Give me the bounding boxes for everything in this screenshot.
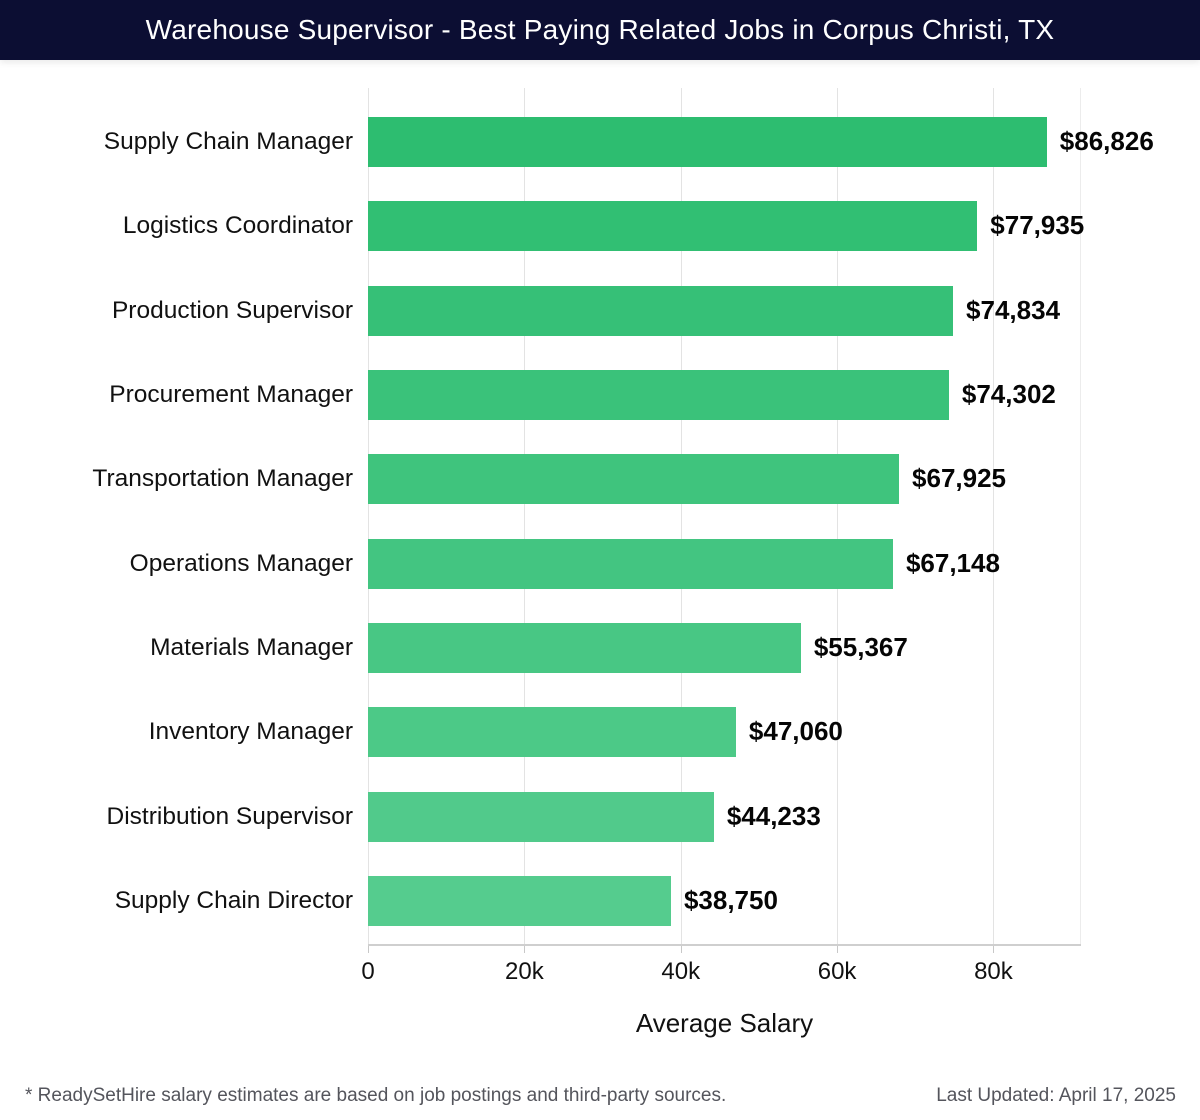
footer: * ReadySetHire salary estimates are base… bbox=[0, 1072, 1200, 1120]
x-axis-title: Average Salary bbox=[635, 1008, 814, 1038]
bar-track: $77,935 bbox=[368, 201, 1085, 252]
tick-mark-60k bbox=[837, 946, 839, 953]
category-label: Production Supervisor bbox=[111, 296, 353, 324]
bar-value-label: $74,302 bbox=[961, 379, 1056, 410]
bar-track: $55,367 bbox=[368, 623, 1081, 674]
bar bbox=[368, 623, 801, 674]
bar-track: $74,302 bbox=[368, 370, 1081, 421]
tick-mark-0 bbox=[368, 946, 369, 953]
bar-value-label: $86,826 bbox=[1059, 126, 1154, 157]
category-label: Supply Chain Director bbox=[114, 887, 353, 915]
bar-value-label: $38,750 bbox=[683, 884, 778, 915]
gridline-20k bbox=[524, 88, 526, 944]
tick-label-20k: 20k bbox=[505, 958, 544, 985]
bar bbox=[368, 707, 736, 758]
category-label: Inventory Manager bbox=[148, 718, 353, 746]
table-row: Operations Manager $67,148 bbox=[0, 522, 1200, 606]
table-row: Supply Chain Director $38,750 bbox=[0, 859, 1200, 943]
bar-track: $67,925 bbox=[368, 454, 1081, 505]
category-label: Supply Chain Manager bbox=[103, 128, 353, 156]
table-row: Materials Manager $55,367 bbox=[0, 606, 1200, 690]
category-label: Distribution Supervisor bbox=[106, 802, 353, 830]
bar-track: $44,233 bbox=[368, 791, 1081, 842]
category-label: Logistics Coordinator bbox=[122, 212, 353, 240]
gridline-60k bbox=[837, 88, 839, 944]
tick-label-0: 0 bbox=[361, 958, 375, 985]
x-axis-line bbox=[368, 944, 1081, 946]
category-label: Materials Manager bbox=[150, 634, 353, 662]
title-bar: Warehouse Supervisor - Best Paying Relat… bbox=[0, 0, 1200, 60]
category-label: Operations Manager bbox=[129, 549, 353, 577]
category-label: Transportation Manager bbox=[92, 465, 353, 493]
table-row: Supply Chain Manager $86,826 bbox=[0, 100, 1200, 184]
bar-track: $47,060 bbox=[368, 707, 1081, 758]
bar bbox=[368, 201, 978, 252]
bar bbox=[368, 538, 893, 589]
bar-track: $67,148 bbox=[368, 538, 1081, 589]
gridline-80k bbox=[993, 88, 995, 944]
tick-label-60k: 60k bbox=[817, 958, 857, 985]
bar-value-label: $67,925 bbox=[912, 463, 1007, 494]
bar bbox=[368, 370, 949, 421]
bar-value-label: $44,233 bbox=[726, 800, 821, 831]
table-row: Distribution Supervisor $44,233 bbox=[0, 775, 1200, 859]
bar-track: $86,826 bbox=[368, 117, 1154, 168]
bar bbox=[368, 454, 900, 505]
footer-last-updated: Last Updated: April 17, 2025 bbox=[936, 1085, 1176, 1106]
tick-label-80k: 80k bbox=[974, 958, 1013, 985]
category-label: Procurement Manager bbox=[109, 381, 353, 409]
plot-area bbox=[368, 88, 1081, 944]
footer-disclaimer: * ReadySetHire salary estimates are base… bbox=[25, 1085, 727, 1106]
page-title: Warehouse Supervisor - Best Paying Relat… bbox=[145, 14, 1055, 45]
bar-rows: Supply Chain Manager $86,826 Logistics Coo… bbox=[0, 100, 1200, 944]
bar bbox=[368, 791, 714, 842]
bar bbox=[368, 876, 671, 927]
gridline-40k bbox=[680, 88, 682, 944]
table-row: Inventory Manager $47,060 bbox=[0, 690, 1200, 774]
table-row: Procurement Manager $74,302 bbox=[0, 353, 1200, 437]
bar-value-label: $77,935 bbox=[990, 210, 1085, 241]
tick-mark-20k bbox=[524, 946, 526, 953]
bar-chart: Supply Chain Manager $86,826 Logistics Coo… bbox=[0, 60, 1200, 1060]
tick-mark-80k bbox=[993, 946, 995, 953]
plot-border bbox=[1080, 88, 1081, 944]
bar bbox=[368, 117, 1047, 168]
table-row: Production Supervisor $74,834 bbox=[0, 269, 1200, 353]
bar-track: $74,834 bbox=[368, 285, 1081, 336]
tick-mark-40k bbox=[680, 946, 682, 953]
bar-value-label: $47,060 bbox=[748, 716, 843, 747]
table-row: Logistics Coordinator $77,935 bbox=[0, 184, 1200, 268]
bar-track: $38,750 bbox=[368, 876, 1081, 927]
bar-value-label: $55,367 bbox=[813, 632, 908, 663]
table-row: Transportation Manager $67,925 bbox=[0, 437, 1200, 521]
tick-label-40k: 40k bbox=[661, 958, 701, 985]
bar-value-label: $74,834 bbox=[966, 294, 1061, 325]
bar bbox=[368, 285, 954, 336]
bar-value-label: $67,148 bbox=[905, 547, 1000, 578]
gridline-0 bbox=[368, 88, 369, 944]
